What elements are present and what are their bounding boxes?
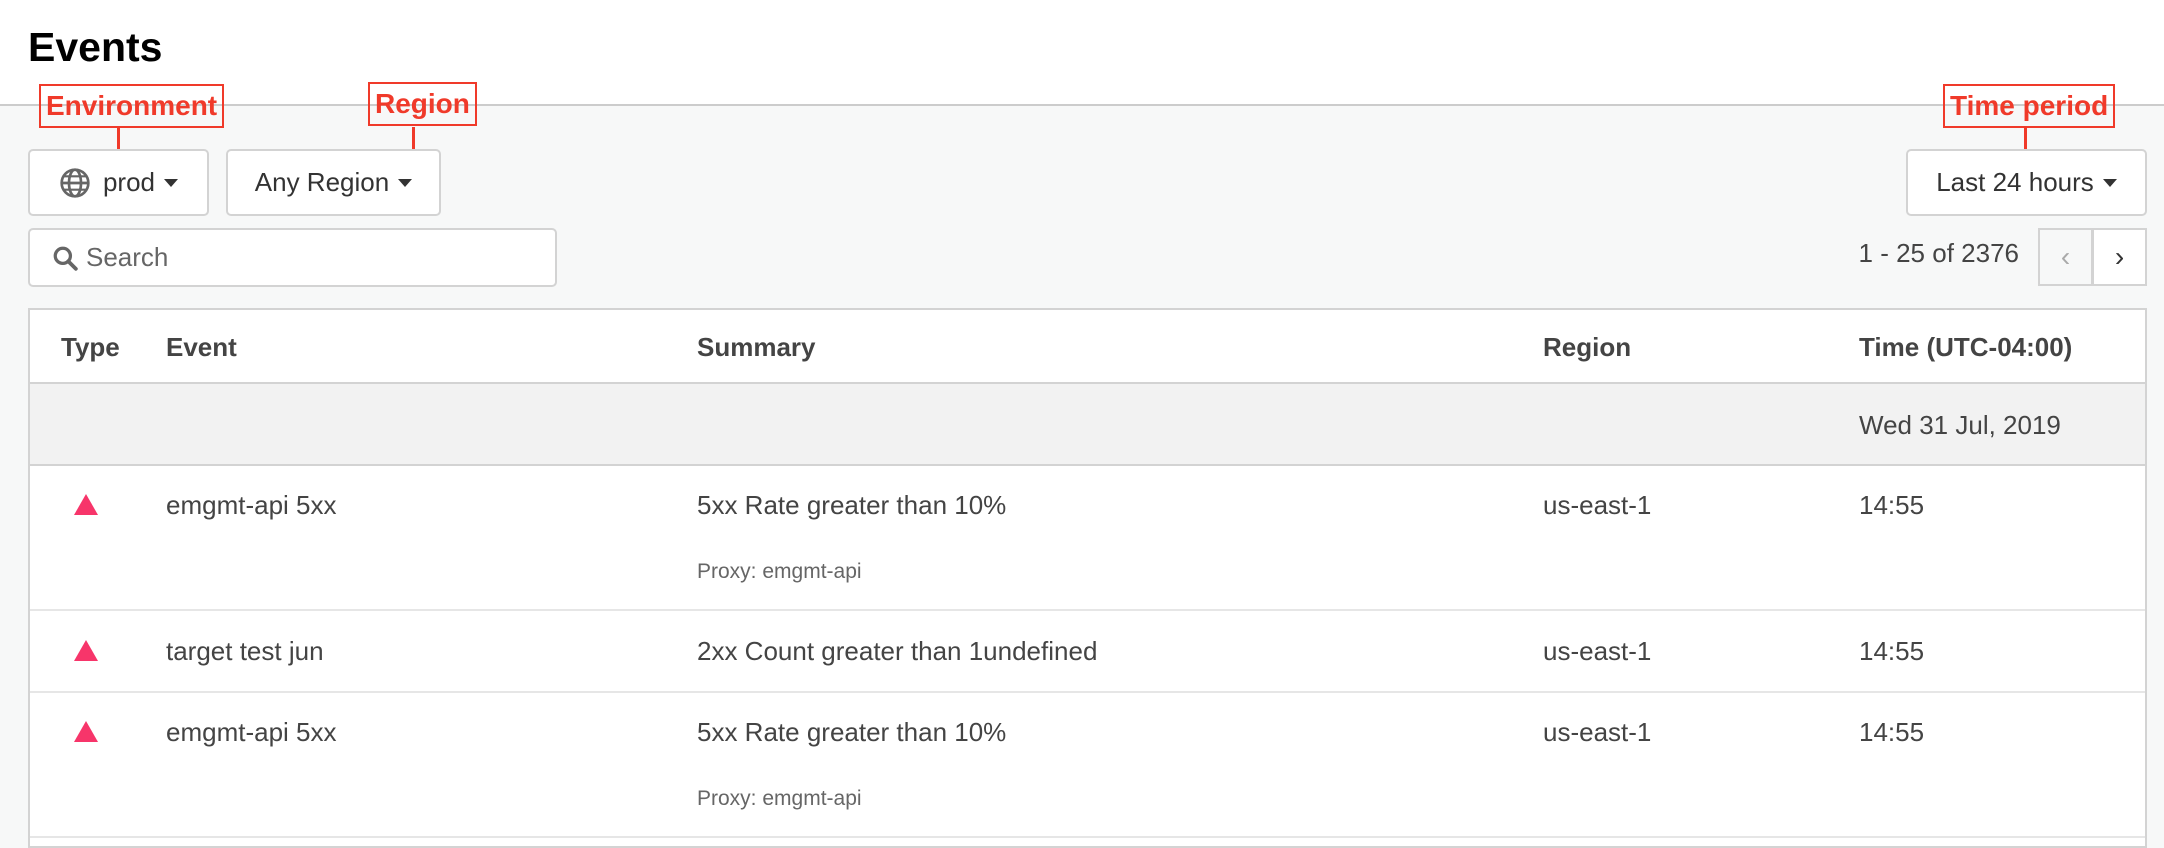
event-summary: 2xx Count greater than 1undefined	[697, 636, 1098, 666]
caret-down-icon	[164, 178, 179, 187]
column-header-summary: Summary	[697, 332, 816, 362]
page-header: Events	[0, 0, 2164, 106]
event-region: us-east-1	[1543, 636, 1652, 666]
table-row[interactable]: emgmt-api 5xx 5xx Rate greater than 10% …	[30, 693, 2145, 838]
event-name: target test jun	[166, 636, 324, 666]
event-region: us-east-1	[1543, 717, 1652, 747]
table-row[interactable]: emgmt-api 5xx 5xx Rate greater than 10% …	[30, 466, 2145, 611]
date-group-label: Wed 31 Jul, 2019	[1859, 410, 2061, 440]
next-page-button[interactable]: ›	[2092, 228, 2147, 286]
annotation-region: Region	[368, 82, 477, 126]
event-detail: Proxy: emgmt-api	[697, 560, 862, 583]
table-row[interactable]: target test jun 2xx Count greater than 1…	[30, 611, 2145, 693]
search-input[interactable]	[86, 242, 526, 273]
event-name: emgmt-api 5xx	[166, 490, 337, 520]
globe-icon	[60, 167, 90, 198]
prev-page-button[interactable]: ‹	[2038, 228, 2093, 286]
alert-triangle-icon	[74, 494, 98, 515]
region-value: Any Region	[254, 167, 390, 197]
event-name: emgmt-api 5xx	[166, 717, 337, 747]
event-time: 14:55	[1859, 636, 1925, 666]
event-time: 14:55	[1859, 717, 1925, 747]
environment-value: prod	[102, 167, 156, 197]
annotation-stem	[2024, 128, 2027, 154]
pagination-range: 1 - 25 of 2376	[1858, 238, 2019, 268]
event-region: us-east-1	[1543, 490, 1652, 520]
annotation-environment: Environment	[39, 84, 225, 128]
event-time: 14:55	[1859, 490, 1925, 520]
alert-triangle-icon	[74, 640, 98, 661]
environment-dropdown[interactable]: prod	[28, 149, 209, 216]
column-header-time: Time (UTC-04:00)	[1859, 332, 2073, 362]
event-summary: 5xx Rate greater than 10%	[697, 490, 1007, 520]
annotation-stem	[412, 127, 415, 154]
caret-down-icon	[2102, 178, 2117, 187]
region-dropdown[interactable]: Any Region	[226, 149, 441, 216]
column-header-event: Event	[166, 332, 237, 362]
events-table: Type Event Summary Region Time (UTC-04:0…	[28, 308, 2147, 848]
event-detail: Proxy: emgmt-api	[697, 787, 862, 810]
table-header: Type Event Summary Region Time (UTC-04:0…	[30, 310, 2145, 384]
event-summary: 5xx Rate greater than 10%	[697, 717, 1007, 747]
page-title: Events	[28, 24, 163, 70]
search-box[interactable]	[28, 228, 557, 287]
time-period-value: Last 24 hours	[1936, 167, 2094, 197]
time-period-dropdown[interactable]: Last 24 hours	[1906, 149, 2147, 216]
caret-down-icon	[398, 178, 413, 187]
date-group-row: Wed 31 Jul, 2019	[30, 384, 2145, 466]
column-header-region: Region	[1543, 332, 1632, 362]
column-header-type: Type	[61, 332, 120, 362]
annotation-time-period: Time period	[1943, 84, 2116, 128]
alert-triangle-icon	[74, 721, 98, 742]
search-icon	[53, 246, 78, 271]
annotation-stem	[117, 128, 120, 154]
